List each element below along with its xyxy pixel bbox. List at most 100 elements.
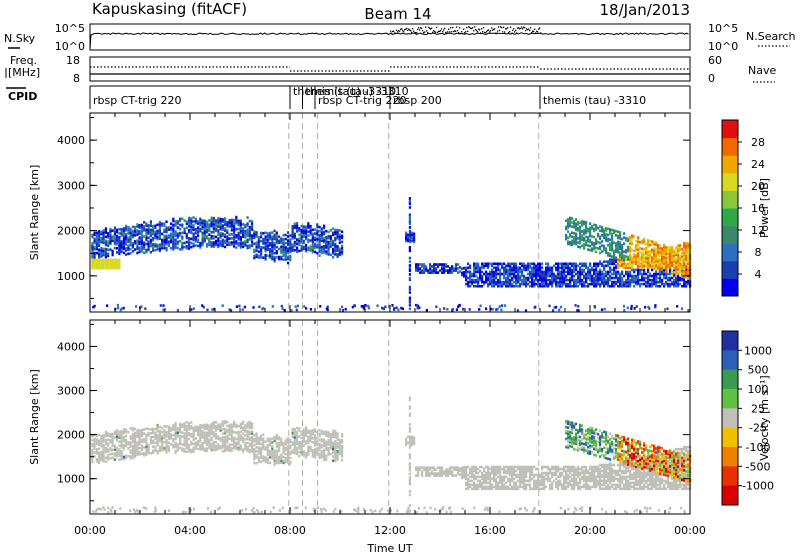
heatmap-cell (627, 247, 630, 251)
heatmap-cell (577, 220, 580, 224)
heatmap-cell (102, 229, 105, 232)
heatmap-cell (463, 275, 466, 278)
heatmap-cell (500, 304, 504, 307)
heatmap-cell (318, 254, 321, 257)
heatmap-cell (561, 276, 564, 280)
heatmap-cell (325, 442, 328, 446)
heatmap-cell (221, 224, 224, 227)
heatmap-cell (659, 270, 662, 274)
heatmap-cell (591, 243, 594, 246)
heatmap-cell (102, 446, 105, 449)
heatmap-cell (645, 284, 648, 288)
heatmap-cell (408, 289, 411, 292)
heatmap-cell (224, 447, 227, 451)
heatmap-cell (635, 278, 638, 282)
heatmap-cell (118, 228, 121, 231)
heatmap-cell (595, 242, 598, 245)
heatmap-cell (611, 241, 614, 244)
heatmap-cell (179, 446, 182, 450)
heatmap-cell (334, 433, 337, 437)
heatmap-cell (163, 446, 166, 450)
heatmap-cell (443, 267, 446, 270)
nsearch-point (521, 26, 523, 28)
heatmap-cell (226, 239, 229, 242)
heatmap-cell (172, 248, 175, 251)
heatmap-cell (653, 263, 656, 266)
heatmap-cell (629, 266, 632, 270)
heatmap-cell (287, 439, 290, 442)
heatmap-cell (127, 230, 130, 233)
heatmap-cell (201, 219, 204, 222)
heatmap-cell (91, 248, 94, 251)
heatmap-cell (298, 443, 301, 446)
heatmap-cell (622, 304, 626, 308)
heatmap-cell (129, 445, 132, 448)
heatmap-cell (481, 264, 484, 268)
heatmap-cell (569, 241, 572, 244)
heatmap-cell (233, 228, 236, 232)
heatmap-cell (302, 444, 305, 447)
heatmap-cell (513, 264, 516, 268)
heatmap-cell (318, 454, 321, 458)
nsearch-point (498, 26, 500, 28)
heatmap-cell (311, 228, 314, 232)
heatmap-cell (91, 458, 94, 462)
heatmap-cell (637, 282, 640, 286)
heatmap-cell (246, 449, 249, 453)
heatmap-cell (149, 242, 152, 246)
heatmap-cell (221, 424, 224, 427)
heatmap-cell (635, 247, 638, 251)
heatmap-cell (441, 466, 444, 469)
heatmap-cell (441, 269, 444, 272)
heatmap-cell (163, 244, 166, 248)
heatmap-cell (579, 270, 582, 274)
heatmap-cell (264, 237, 267, 241)
heatmap-cell (589, 238, 592, 242)
heatmap-cell (183, 448, 186, 451)
heatmap-cell (629, 242, 632, 245)
heatmap-cell (499, 280, 502, 284)
heatmap-cell (605, 227, 608, 230)
heatmap-cell (623, 256, 626, 260)
heatmap-cell (185, 240, 188, 244)
heatmap-cell (282, 252, 285, 255)
heatmap-cell (226, 446, 229, 450)
heatmap-cell (140, 233, 143, 237)
heatmap-cell (617, 244, 620, 248)
heatmap-cell (278, 257, 281, 261)
heatmap-cell (217, 239, 220, 242)
heatmap-cell (113, 236, 116, 240)
nave-label: Nave (748, 64, 776, 77)
heatmap-cell (120, 242, 123, 245)
heatmap-cell (329, 245, 332, 248)
heatmap-cell (338, 438, 341, 442)
heatmap-cell (174, 435, 177, 439)
heatmap-cell (473, 280, 476, 284)
heatmap-cell (685, 282, 688, 286)
heatmap-cell (208, 241, 211, 245)
heatmap-cell (295, 308, 298, 312)
heatmap-cell (266, 451, 269, 454)
heatmap-cell (109, 508, 112, 512)
heatmap-cell (332, 433, 335, 437)
heatmap-cell (260, 231, 263, 235)
heatmap-cell (170, 234, 173, 238)
heatmap-cell (179, 440, 182, 444)
heatmap-cell (145, 224, 148, 227)
heatmap-cell (250, 509, 253, 512)
heatmap-cell (513, 284, 516, 288)
heatmap-cell (194, 244, 197, 247)
heatmap-cell (681, 271, 684, 274)
heatmap-cell (172, 443, 175, 447)
heatmap-cell (653, 247, 656, 250)
heatmap-cell (145, 433, 148, 436)
heatmap-cell (251, 444, 254, 447)
heatmap-cell (585, 280, 588, 284)
heatmap-cell (201, 304, 204, 307)
heatmap-cell (275, 455, 278, 459)
heatmap-cell (109, 439, 112, 442)
heatmap-cell (251, 238, 254, 241)
heatmap-cell (131, 436, 134, 440)
heatmap-cell (659, 252, 662, 256)
heatmap-cell (246, 423, 249, 427)
